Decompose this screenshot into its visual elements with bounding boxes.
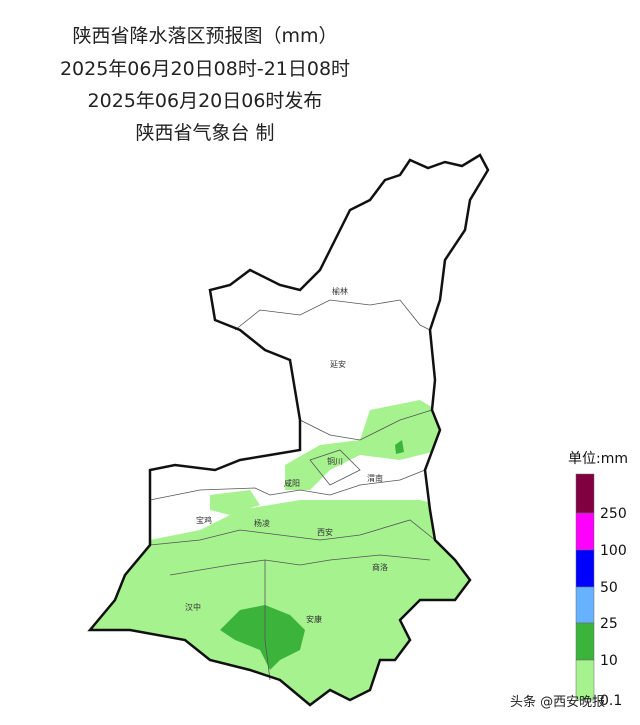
city-label: 汉中 bbox=[185, 602, 201, 612]
city-label: 杨凌 bbox=[254, 518, 270, 528]
rain-area-heavy bbox=[220, 605, 305, 670]
legend-label: 10 bbox=[600, 653, 618, 669]
legend-swatch bbox=[575, 586, 595, 624]
city-label: 渭南 bbox=[367, 473, 383, 483]
legend-swatch bbox=[575, 549, 595, 588]
city-label: 铜川 bbox=[327, 456, 343, 466]
rain-area bbox=[210, 490, 260, 515]
legend-swatch bbox=[575, 473, 595, 514]
city-label: 西安 bbox=[317, 527, 333, 537]
title-line: 陕西省气象台 制 bbox=[135, 122, 274, 144]
legend-label: 100 bbox=[600, 543, 627, 559]
city-label: 咸阳 bbox=[284, 478, 300, 488]
title-line: 2025年06月20日08时-21日08时 bbox=[60, 58, 350, 80]
watermark: 头条 @西安晚报 bbox=[510, 694, 605, 710]
city-borders bbox=[149, 299, 436, 681]
title-block: 陕西省降水落区预报图（mm） 2025年06月20日08时-21日08时 2025年… bbox=[60, 25, 350, 144]
legend-title: 单位:mm bbox=[568, 451, 628, 467]
legend-label: 250 bbox=[600, 506, 627, 522]
city-label: 安康 bbox=[306, 614, 322, 624]
city-label: 商洛 bbox=[372, 562, 388, 572]
city-label: 榆林 bbox=[332, 286, 348, 296]
city-label: 延安 bbox=[330, 359, 346, 369]
city-label: 宝鸡 bbox=[196, 515, 212, 525]
legend: 单位:mm 250 100 50 25 10 0.1 bbox=[568, 451, 628, 709]
legend-label: 50 bbox=[600, 580, 618, 596]
legend-swatch bbox=[575, 659, 595, 701]
legend-swatch bbox=[575, 512, 595, 551]
title-line: 陕西省降水落区预报图（mm） bbox=[72, 25, 337, 47]
legend-label: 25 bbox=[600, 616, 618, 632]
legend-swatch bbox=[575, 622, 595, 661]
legend-label: 0.1 bbox=[600, 693, 622, 709]
rain-area bbox=[285, 400, 445, 490]
rain-area-heavy bbox=[395, 440, 404, 454]
title-line: 2025年06月20日06时发布 bbox=[88, 90, 323, 112]
